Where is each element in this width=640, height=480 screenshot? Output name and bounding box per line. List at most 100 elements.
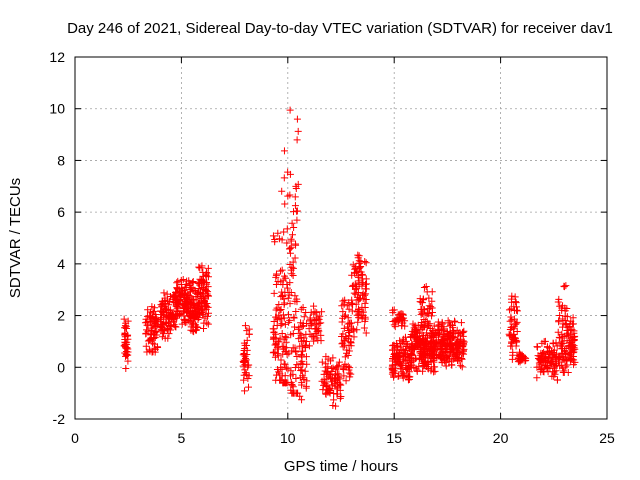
data-point: [515, 348, 523, 356]
data-point: [318, 308, 326, 316]
data-point: [427, 303, 435, 311]
y-tick-label: 10: [49, 101, 65, 117]
data-point: [448, 361, 456, 369]
data-point: [299, 319, 307, 327]
data-point: [358, 303, 366, 311]
data-point: [356, 263, 364, 271]
data-point: [358, 282, 366, 290]
data-point: [390, 321, 398, 329]
data-point: [142, 329, 150, 337]
data-point: [121, 340, 129, 348]
data-point: [549, 339, 557, 347]
data-point: [189, 278, 197, 286]
data-point: [568, 355, 576, 363]
data-point: [277, 356, 285, 364]
data-point: [196, 264, 204, 272]
data-point: [299, 304, 307, 312]
data-point: [306, 330, 314, 338]
data-point: [272, 340, 280, 348]
data-point: [453, 349, 461, 357]
data-point: [288, 263, 296, 271]
data-point: [305, 325, 313, 333]
data-point: [292, 307, 300, 315]
data-point: [567, 337, 575, 345]
data-point: [434, 340, 442, 348]
data-point: [558, 334, 566, 342]
data-point: [350, 327, 358, 335]
data-point: [124, 357, 132, 365]
data-point: [296, 329, 304, 337]
y-tick-label: 6: [57, 204, 65, 220]
data-point: [188, 312, 196, 320]
data-point: [172, 323, 180, 331]
data-point: [142, 315, 150, 323]
data-point: [327, 378, 335, 386]
data-point: [563, 313, 571, 321]
data-point: [508, 298, 516, 306]
data-point: [557, 340, 565, 348]
data-point: [443, 346, 451, 354]
data-point: [143, 348, 151, 356]
data-point: [441, 335, 449, 343]
data-point: [122, 322, 130, 330]
data-point: [314, 314, 322, 322]
data-point: [560, 367, 568, 375]
data-point: [425, 294, 433, 302]
data-point: [395, 349, 403, 357]
x-tick-labels: 0 5 10 15 20 25: [71, 430, 615, 446]
data-point: [281, 333, 289, 341]
data-point: [202, 271, 210, 279]
data-point: [404, 373, 412, 381]
data-point: [190, 328, 198, 336]
data-point: [297, 351, 305, 359]
data-point: [181, 316, 189, 324]
data-point: [185, 277, 193, 285]
data-point: [509, 351, 517, 359]
data-point: [270, 333, 278, 341]
data-point: [175, 310, 183, 318]
data-point: [283, 284, 291, 292]
data-point: [420, 357, 428, 365]
data-point: [533, 374, 541, 382]
data-point: [458, 355, 466, 363]
data-point: [314, 324, 322, 332]
data-point: [280, 147, 288, 155]
data-point: [324, 368, 332, 376]
y-tick-label: -2: [53, 411, 66, 427]
data-point: [457, 319, 465, 327]
data-point: [570, 361, 578, 369]
data-point: [122, 364, 130, 372]
data-point: [178, 320, 186, 328]
data-point: [510, 323, 518, 331]
data-point: [160, 289, 168, 297]
data-point: [240, 376, 248, 384]
data-point: [506, 332, 514, 340]
data-point: [401, 333, 409, 341]
data-point: [124, 317, 132, 325]
data-point: [560, 368, 568, 376]
data-point: [439, 350, 447, 358]
data-point: [420, 284, 428, 292]
data-point: [396, 354, 404, 362]
data-point: [274, 316, 282, 324]
data-point: [417, 322, 425, 330]
data-point: [417, 298, 425, 306]
data-point: [508, 292, 516, 300]
data-point: [336, 380, 344, 388]
data-point: [569, 346, 577, 354]
data-point: [355, 295, 363, 303]
data-point: [169, 318, 177, 326]
data-point: [424, 365, 432, 373]
data-point: [193, 323, 201, 331]
data-point: [189, 279, 197, 287]
data-point: [566, 351, 574, 359]
data-point: [182, 303, 190, 311]
data-point: [390, 341, 398, 349]
data-point: [441, 342, 449, 350]
data-point: [506, 326, 514, 334]
data-point: [345, 369, 353, 377]
data-point: [158, 303, 166, 311]
data-point: [180, 292, 188, 300]
data-point: [195, 263, 203, 271]
